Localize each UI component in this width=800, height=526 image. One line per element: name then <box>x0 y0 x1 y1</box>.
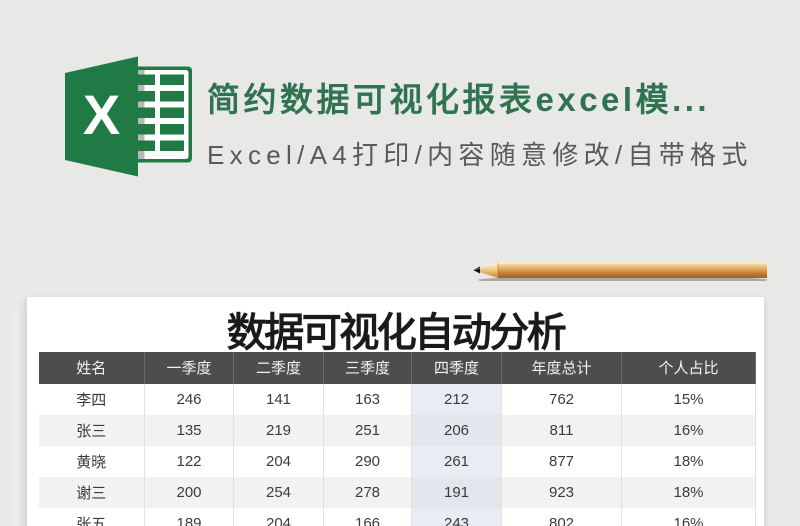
svg-text:X: X <box>83 83 120 146</box>
